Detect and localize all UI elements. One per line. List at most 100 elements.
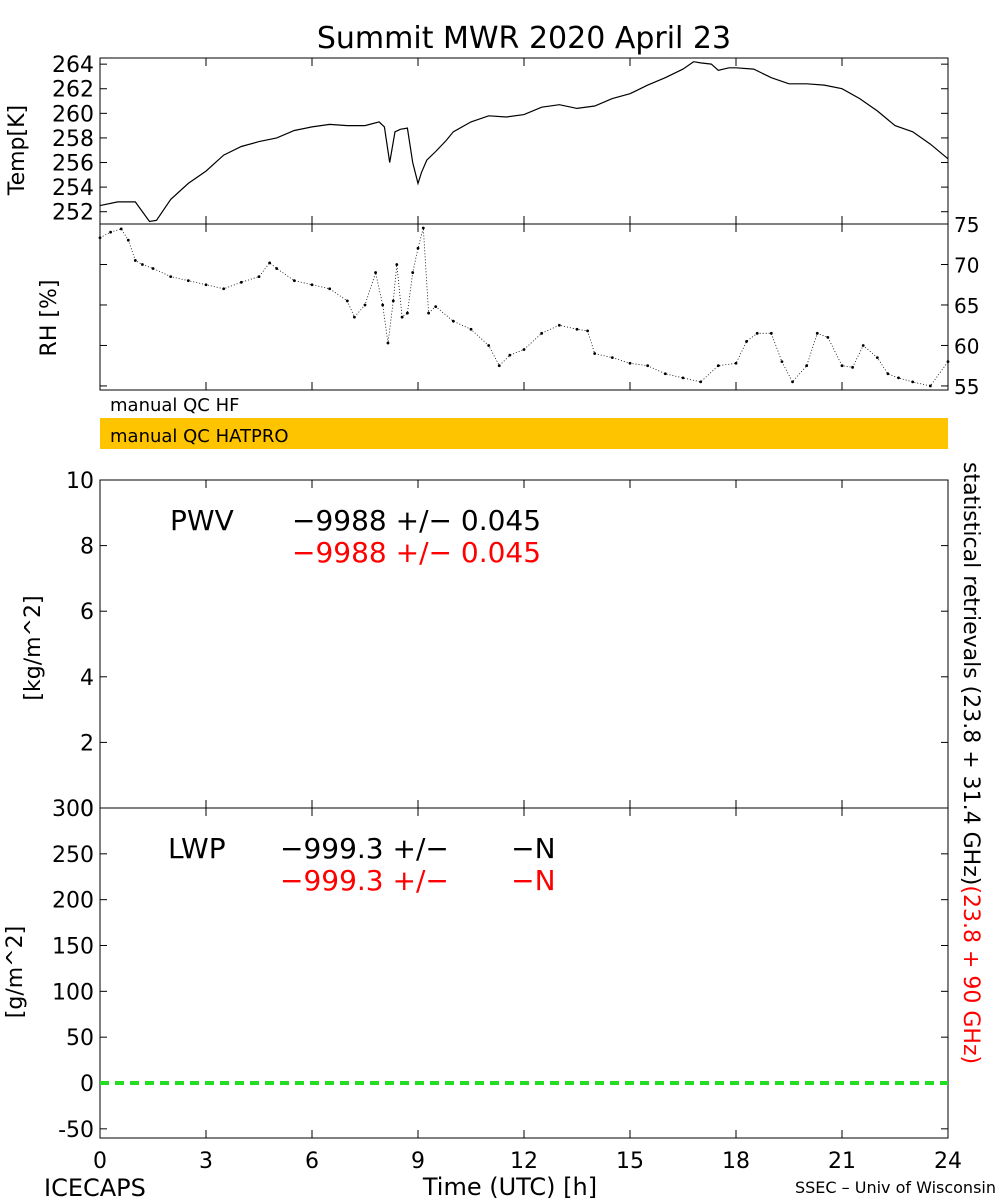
pwv-ytick-label: 6	[80, 600, 94, 625]
rh-point	[416, 246, 420, 250]
rh-point	[663, 372, 667, 376]
lwp-label: LWP	[168, 832, 226, 865]
pwv-value-black: −9988 +/− 0.045	[292, 504, 541, 537]
temp-ytick-label: 264	[52, 53, 94, 78]
x-tick-label: 3	[199, 1149, 213, 1174]
rh-point	[699, 380, 703, 384]
pwv-ticks: 0 2 4 6 8 10	[66, 469, 949, 822]
rh-panel-frame	[99, 223, 949, 391]
rh-ylabel: RH [%]	[37, 280, 62, 357]
x-tick-label: 21	[828, 1149, 856, 1174]
rh-point	[734, 361, 738, 365]
rh-point	[681, 376, 685, 380]
rh-point	[540, 331, 544, 335]
rh-trace	[99, 227, 949, 387]
rh-point	[575, 327, 579, 331]
pwv-ytick-label: 4	[80, 666, 94, 691]
rh-point	[395, 263, 399, 266]
rh-panel: 55 60 65 70 75 RH [%]	[37, 213, 979, 399]
lwp-ytick-label: 0	[80, 1072, 94, 1097]
temp-ytick-label: 260	[52, 102, 94, 127]
lwp-value-red: −999.3 +/− −N	[280, 864, 556, 897]
rh-point	[522, 348, 526, 351]
x-axis-label: Time (UTC) [h]	[422, 1173, 597, 1200]
pwv-value-red: −9988 +/− 0.045	[292, 536, 541, 569]
qc-hf-label: manual QC HF	[110, 395, 239, 416]
rh-point	[928, 384, 932, 388]
rh-ytick-label: 75	[954, 213, 979, 237]
rh-point	[911, 380, 915, 384]
pwv-ytick-label: 0	[80, 797, 94, 822]
rh-point	[391, 299, 395, 303]
rh-point	[386, 341, 390, 345]
rh-point	[780, 360, 784, 364]
rh-point	[310, 283, 314, 287]
lwp-value-black: −999.3 +/− −N	[280, 832, 556, 865]
rh-ticks: 55 60 65 70 75	[99, 213, 979, 399]
temp-panel-frame	[99, 57, 949, 225]
rh-point	[292, 279, 296, 283]
qc-hatpro-bar	[100, 418, 948, 449]
rh-point	[421, 226, 425, 230]
x-tick-label: 24	[934, 1149, 962, 1174]
rh-ytick-label: 60	[954, 334, 979, 358]
rh-ytick-label: 65	[954, 294, 979, 318]
x-tick-label: 6	[305, 1149, 319, 1174]
rh-point	[374, 271, 377, 274]
lwp-ticks: -50 0 50 100 150 200 250 300	[52, 797, 949, 1143]
lwp-ytick-label: 250	[52, 843, 94, 868]
lwp-ytick-label: -50	[58, 1118, 94, 1143]
pwv-ytick-label: 2	[80, 731, 94, 756]
right-caption: statistical retrievals (23.8 + 31.4 GHz)…	[958, 462, 983, 1064]
rh-series-points	[98, 226, 950, 388]
figure-title: Summit MWR 2020 April 23	[317, 21, 731, 56]
rh-point	[381, 303, 385, 307]
pwv-label: PWV	[170, 504, 234, 537]
lwp-ylabel: [g/m^2]	[3, 926, 28, 1018]
temp-ytick-label: 258	[52, 127, 94, 152]
rh-point	[593, 352, 597, 355]
rh-point	[610, 356, 614, 360]
rh-point	[840, 364, 844, 368]
footer-left: ICECAPS	[44, 1174, 146, 1200]
lwp-ytick-label: 100	[52, 980, 94, 1005]
rh-point	[204, 283, 208, 287]
x-axis-ticks: 0 3 6 9 12 15 18 21 24	[93, 1149, 962, 1174]
x-tick-label: 15	[616, 1149, 644, 1174]
right-caption-black: statistical retrievals (23.8 + 31.4 GHz)	[958, 462, 983, 885]
pwv-ytick-label: 8	[80, 535, 94, 560]
rh-point	[239, 280, 243, 284]
qc-hatpro-label: manual QC HATPRO	[110, 426, 289, 447]
lwp-ytick-label: 200	[52, 889, 94, 914]
rh-ytick-label: 70	[954, 253, 979, 277]
rh-point	[826, 335, 830, 339]
rh-point	[805, 364, 809, 368]
temp-ytick-label: 254	[52, 176, 94, 201]
temp-ytick-label: 262	[52, 78, 94, 103]
rh-point	[451, 319, 455, 323]
lwp-ytick-label: 150	[52, 935, 94, 960]
pwv-ytick-label: 10	[66, 469, 94, 494]
temp-ylabel: Temp[K]	[5, 105, 30, 196]
rh-point	[769, 331, 773, 335]
lwp-ytick-label: 50	[66, 1026, 94, 1051]
x-tick-label: 9	[411, 1149, 425, 1174]
x-tick-label: 12	[510, 1149, 538, 1174]
temp-series-line	[99, 61, 949, 223]
rh-point	[897, 376, 900, 380]
right-caption-red: (23.8 + 90 GHz)	[958, 885, 983, 1064]
rh-point	[353, 315, 356, 319]
temp-ytick-label: 252	[52, 201, 94, 226]
pwv-ylabel: [kg/m^2]	[21, 595, 46, 700]
rh-point	[222, 287, 226, 291]
rh-ytick-label: 55	[954, 375, 979, 399]
rh-point	[427, 311, 430, 315]
rh-point	[400, 315, 404, 319]
footer-right: SSEC – Univ of Wisconsin	[795, 1178, 996, 1197]
lwp-ytick-label: 300	[52, 797, 94, 822]
x-tick-label: 18	[722, 1149, 750, 1174]
